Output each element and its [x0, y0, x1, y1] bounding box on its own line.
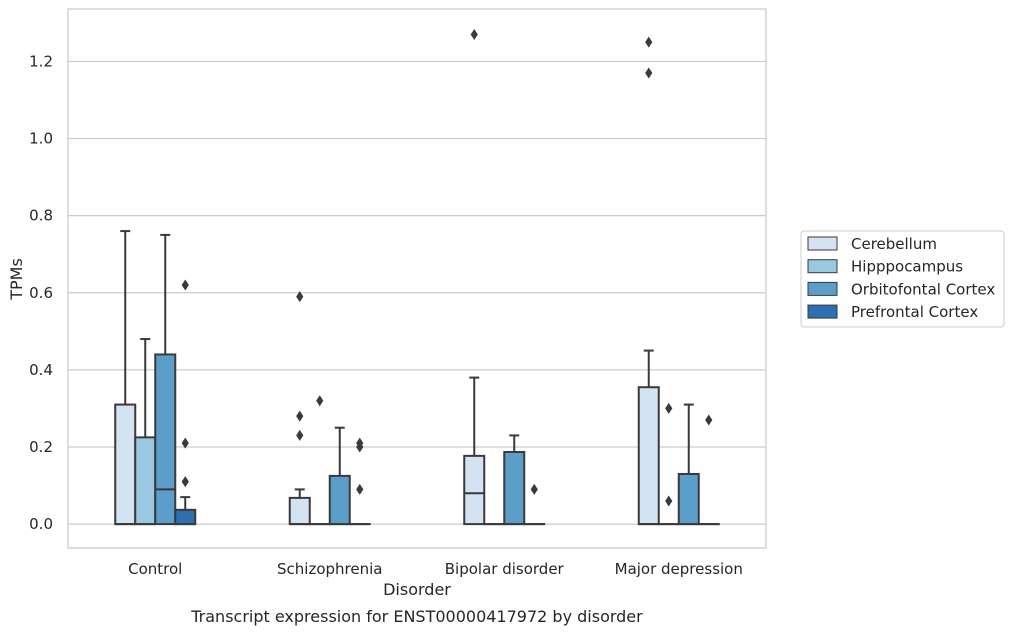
y-tick-label: 0.2: [29, 438, 53, 456]
box-element: [288, 291, 311, 526]
legend-swatch: [807, 236, 838, 251]
series-cerebellum: [114, 28, 660, 526]
legend-label: Cerebellum: [851, 235, 937, 253]
legend-frame: [800, 230, 1005, 328]
outlier-marker: [296, 429, 304, 441]
y-tick-label: 1.0: [29, 130, 53, 148]
box-element: [114, 230, 137, 526]
box-element: [308, 395, 331, 526]
x-axis-label: Disorder: [383, 580, 451, 599]
legend-label: Hipppocampus: [851, 258, 963, 276]
box-element: [637, 36, 660, 526]
outlier-marker: [356, 483, 364, 495]
box: [114, 403, 137, 526]
box-element: [174, 279, 197, 526]
outlier-marker: [316, 395, 324, 407]
y-tick-label: 1.2: [29, 52, 53, 70]
y-axis-label: TPMs: [7, 258, 26, 301]
legend-label: Orbitofontal Cortex: [851, 280, 995, 298]
box-element: [463, 28, 486, 526]
outlier-marker: [530, 483, 538, 495]
outlier-marker: [356, 441, 364, 453]
box: [174, 508, 197, 526]
outlier-marker: [645, 67, 653, 79]
y-tick-label: 0.0: [29, 515, 53, 533]
x-axis-ticks: Control Schizophrenia Bipolar disorder Majo…: [128, 560, 743, 578]
chart-caption: Transcript expression for ENST0000041797…: [190, 607, 643, 626]
outlier-marker: [296, 291, 304, 303]
y-tick-label: 0.8: [29, 207, 53, 225]
box: [503, 450, 526, 526]
box-element: [503, 434, 526, 526]
box: [154, 353, 177, 526]
box-element: [154, 233, 177, 526]
outlier-marker: [705, 414, 713, 426]
outlier-marker: [181, 437, 189, 449]
legend: Cerebellum Hipppocampus Orbitofontal Corte…: [800, 230, 1005, 328]
box: [328, 474, 351, 526]
outlier-marker: [470, 28, 478, 40]
y-axis-ticks: 0.0 0.2 0.4 0.6 0.8 1.0 1.2: [29, 52, 53, 533]
box-series: [114, 28, 720, 526]
outlier-marker: [645, 36, 653, 48]
box: [463, 454, 486, 526]
legend-label: Prefrontal Cortex: [851, 303, 978, 321]
box-element: [523, 483, 546, 526]
x-tick-label: Major depression: [615, 560, 743, 578]
legend-swatch: [807, 281, 838, 296]
legend-swatch: [807, 304, 838, 319]
outlier-marker: [296, 410, 304, 422]
series-prefrontal-cortex: [174, 279, 720, 526]
outlier-marker: [181, 279, 189, 291]
x-tick-label: Control: [128, 560, 182, 578]
x-tick-label: Bipolar disorder: [445, 560, 565, 578]
series-orbitofontal-cortex: [154, 233, 700, 526]
y-tick-label: 0.4: [29, 361, 53, 379]
outlier-marker: [665, 495, 673, 507]
legend-swatch: [807, 259, 838, 274]
series-hipppocampus: [134, 338, 680, 526]
box: [637, 386, 660, 526]
box-element: [348, 437, 371, 526]
box: [677, 472, 700, 526]
box: [288, 496, 311, 526]
outlier-marker: [181, 476, 189, 488]
outlier-marker: [665, 402, 673, 414]
box-element: [697, 414, 720, 526]
y-tick-label: 0.6: [29, 284, 53, 302]
box-element: [657, 402, 680, 526]
box-element: [134, 338, 157, 526]
box-element: [677, 403, 700, 526]
x-tick-label: Schizophrenia: [277, 560, 382, 578]
box: [134, 436, 157, 526]
box-element: [328, 426, 351, 526]
plot-area-frame: [67, 8, 767, 549]
